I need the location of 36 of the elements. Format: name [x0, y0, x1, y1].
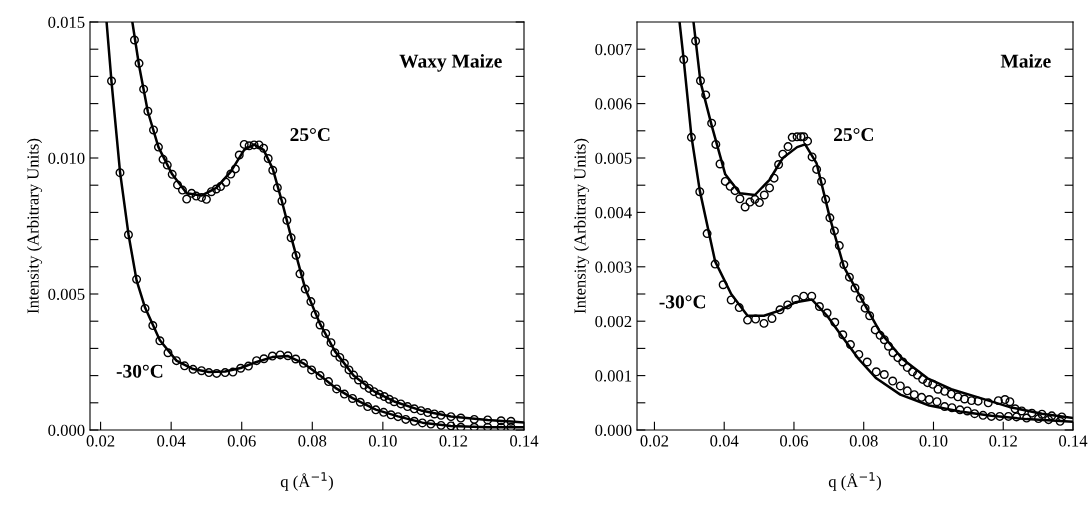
x-tick-label: 0.02 [86, 435, 115, 447]
y-tick-label: 0.005 [48, 288, 85, 301]
annotation: -30°C [116, 364, 163, 378]
x-tick-label: 0.08 [849, 435, 878, 447]
x-tick-label: 0.04 [710, 435, 739, 447]
annotation: 25°C [290, 127, 330, 142]
y-axis-title: Intensity (Arbitrary Units) [573, 138, 590, 314]
annotation: 25°C [834, 127, 873, 142]
x-axis-title: q (Å$^{−1}$) [280, 472, 333, 491]
y-axis-title: Intensity (Arbitrary Units) [26, 138, 43, 314]
y-tick-label: 0.010 [48, 152, 85, 165]
y-tick-label: 0.007 [595, 43, 632, 56]
annotation: -30°C [659, 295, 706, 309]
y-tick-label: 0.003 [595, 261, 632, 273]
y-tick-label: 0.001 [595, 370, 632, 382]
text: Waxy Maize [399, 53, 502, 72]
y-tick-label: 0.002 [595, 315, 632, 328]
y-tick-label: 0.004 [595, 207, 632, 219]
x-tick-label: 0.06 [227, 435, 256, 447]
x-tick-label: 0.06 [780, 435, 809, 447]
x-tick-label: 0.02 [640, 435, 669, 447]
x-axis-title: q (Å$^{−1}$) [828, 472, 881, 491]
x-tick-label: 0.04 [157, 435, 186, 447]
x-tick-label: 0.12 [989, 435, 1017, 447]
y-tick-label: 0.000 [595, 424, 632, 437]
x-tick-label: 0.08 [298, 435, 327, 447]
x-tick-label: 0.10 [919, 435, 948, 447]
x-tick-label: 0.14 [510, 435, 539, 447]
y-tick-label: 0.000 [48, 424, 85, 437]
x-tick-label: 0.14 [1059, 435, 1088, 447]
y-tick-label: 0.005 [595, 152, 632, 165]
x-tick-label: 0.10 [368, 435, 397, 447]
y-tick-label: 0.006 [595, 98, 632, 110]
x-tick-label: 0.12 [439, 435, 468, 447]
y-tick-label: 0.015 [48, 16, 85, 29]
text: Maize [1000, 53, 1051, 68]
